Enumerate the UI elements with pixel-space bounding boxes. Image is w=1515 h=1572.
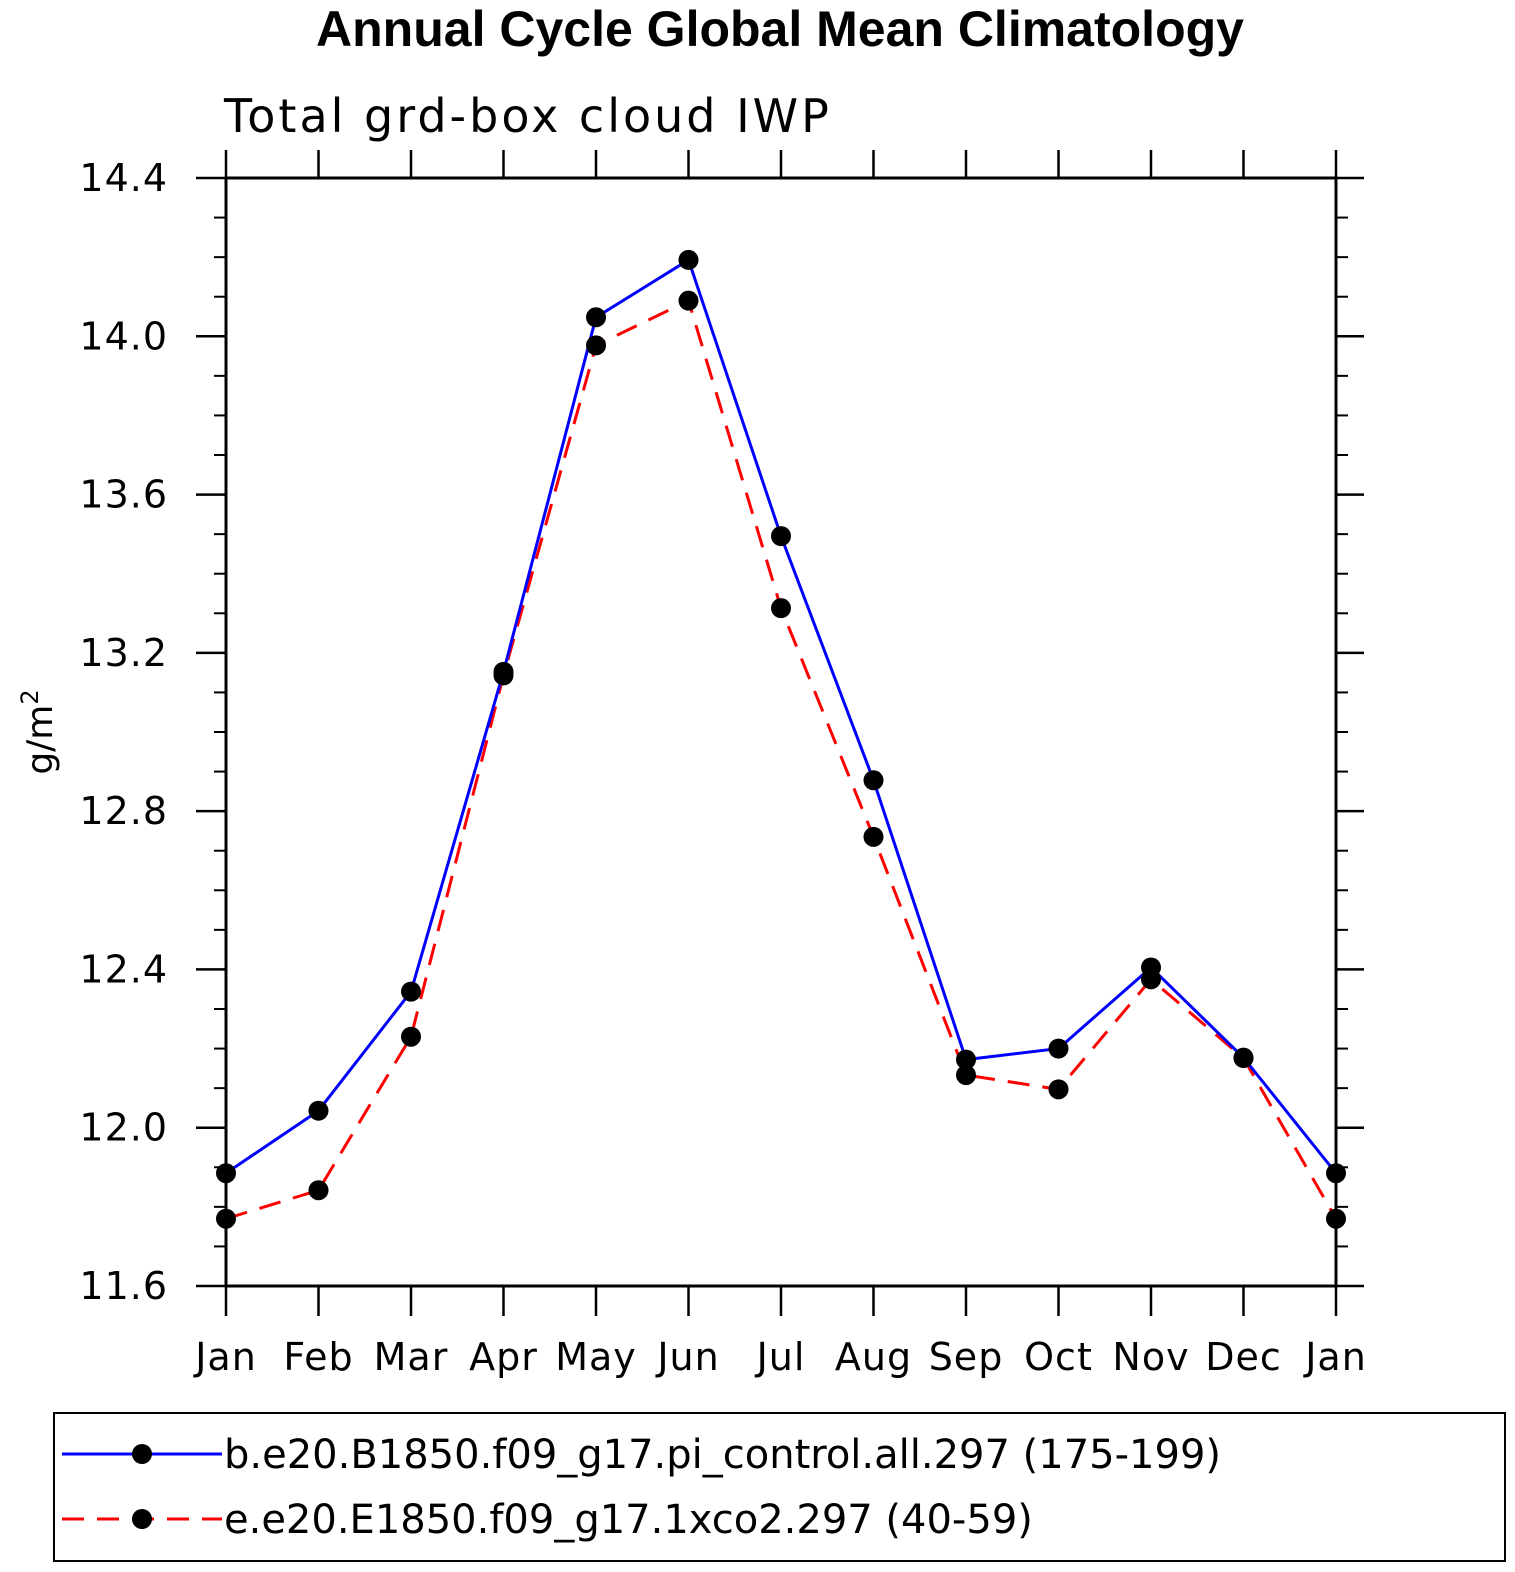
series-1-point: [771, 526, 791, 547]
legend-box: [53, 1412, 1506, 1562]
series-1-point: [308, 1100, 329, 1121]
series-1-point: [678, 249, 699, 270]
x-tick-label: May: [555, 1335, 637, 1379]
legend-marker-series-1: [132, 1444, 152, 1464]
y-axis-label: g/m2: [16, 689, 61, 774]
plot-area: 11.6 12.0 12.4 12.8 13.2 13.6 14.0 14.4 Jan Feb Ma…: [79, 150, 1366, 1379]
x-tick-label: Mar: [374, 1335, 449, 1379]
series-2-point: [956, 1065, 976, 1086]
x-tick-label: Oct: [1024, 1335, 1093, 1379]
x-tick-label: Jul: [755, 1335, 806, 1379]
x-tick-label: Dec: [1205, 1335, 1282, 1379]
y-tick-label: 14.0: [79, 314, 168, 358]
series-1-point: [863, 770, 884, 791]
series-line-2: [225, 299, 1338, 1221]
legend-label-series-2: e.e20.E1850.f09_g17.1xco2.297 (40-59): [224, 1497, 1033, 1543]
x-tick-label: Jun: [655, 1335, 719, 1379]
series-1-point: [956, 1049, 976, 1070]
y-tick-label: 11.6: [79, 1264, 168, 1308]
chart-subtitle: Total grd-box cloud IWP: [223, 89, 832, 143]
y-tick-label: 13.2: [79, 631, 168, 675]
x-tick-label: Nov: [1112, 1335, 1189, 1379]
legend-marker-series-2: [132, 1509, 152, 1529]
x-tick-label: Apr: [469, 1335, 538, 1379]
series-2-point: [771, 598, 791, 619]
series-1-point: [401, 981, 421, 1002]
x-tick-label: Feb: [283, 1335, 353, 1379]
y-tick-label: 12.0: [79, 1106, 168, 1150]
legend: b.e20.B1850.f09_g17.pi_control.all.297 (…: [53, 1412, 1506, 1562]
series-2-point: [401, 1026, 421, 1047]
series-2-point: [308, 1180, 329, 1201]
series-1-point: [1048, 1038, 1069, 1059]
y-tick-label: 12.8: [79, 789, 168, 833]
y-tick-label: 14.4: [79, 156, 168, 200]
series-1-point: [1233, 1047, 1254, 1068]
series-2-point: [586, 335, 606, 356]
series-2-point: [678, 290, 699, 311]
series-1-point: [1141, 957, 1161, 978]
x-tick-label: Jan: [193, 1335, 257, 1379]
y-axis-label-superscript: 2: [16, 689, 44, 704]
x-tick-label: Sep: [929, 1335, 1004, 1379]
series-1-point: [493, 661, 514, 682]
y-tick-label: 12.4: [79, 947, 168, 991]
y-axis-label-text: g/m: [20, 705, 61, 775]
legend-label-series-1: b.e20.B1850.f09_g17.pi_control.all.297 (…: [224, 1432, 1221, 1478]
y-tick-label: 13.6: [79, 473, 168, 517]
series-1-point: [586, 307, 606, 328]
series-2-point: [1048, 1079, 1069, 1100]
x-tick-label: Aug: [835, 1335, 912, 1379]
chart-title: Annual Cycle Global Mean Climatology: [316, 1, 1244, 57]
x-tick-label: Jan: [1303, 1335, 1367, 1379]
svg-text:g/m2: g/m2: [16, 689, 61, 774]
series-2-point: [863, 826, 884, 847]
plot-frame: [224, 176, 1338, 1288]
series-line-1: [225, 258, 1338, 1175]
